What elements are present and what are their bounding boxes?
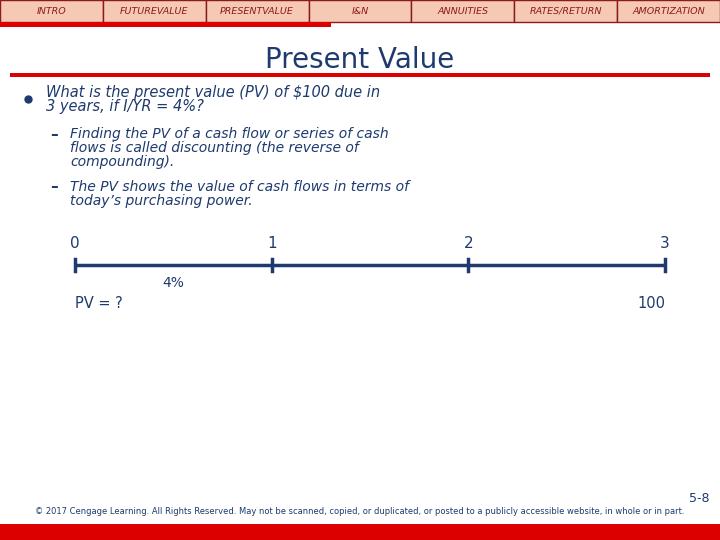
Bar — [411, 0, 514, 22]
Text: 3: 3 — [660, 235, 670, 251]
Text: RATES/RETURN: RATES/RETURN — [529, 6, 602, 16]
Bar — [206, 0, 309, 22]
Text: What is the present value (PV) of $100 due in: What is the present value (PV) of $100 d… — [46, 84, 380, 99]
Bar — [0, 524, 720, 540]
Text: 0: 0 — [70, 235, 80, 251]
Bar — [103, 0, 206, 22]
Bar — [617, 0, 720, 22]
Text: 2: 2 — [464, 235, 473, 251]
Text: I&N: I&N — [351, 6, 369, 16]
Text: The PV shows the value of cash flows in terms of: The PV shows the value of cash flows in … — [70, 180, 409, 194]
Text: 1: 1 — [267, 235, 276, 251]
Text: 4%: 4% — [163, 276, 184, 290]
Text: INTRO: INTRO — [37, 6, 66, 16]
Text: PRESENTVALUE: PRESENTVALUE — [220, 6, 294, 16]
Text: Present Value: Present Value — [266, 46, 454, 74]
Text: ANNUITIES: ANNUITIES — [437, 6, 488, 16]
Text: compounding).: compounding). — [70, 155, 174, 169]
Bar — [0, 0, 103, 22]
Text: Finding the PV of a cash flow or series of cash: Finding the PV of a cash flow or series … — [70, 127, 389, 141]
Text: FUTUREVALUE: FUTUREVALUE — [120, 6, 189, 16]
Text: 100: 100 — [637, 295, 665, 310]
Text: flows is called discounting (the reverse of: flows is called discounting (the reverse… — [70, 141, 359, 155]
Text: today’s purchasing power.: today’s purchasing power. — [70, 194, 253, 208]
Text: PV = ?: PV = ? — [75, 295, 122, 310]
Text: 3 years, if I/YR = 4%?: 3 years, if I/YR = 4%? — [46, 99, 204, 114]
Bar — [10, 73, 710, 77]
Text: AMORTIZATION: AMORTIZATION — [632, 6, 705, 16]
Bar — [309, 0, 411, 22]
Bar — [514, 0, 617, 22]
Text: –: – — [50, 126, 58, 141]
Text: –: – — [50, 179, 58, 194]
Bar — [0, 22, 331, 27]
Text: 5-8: 5-8 — [690, 491, 710, 504]
Text: © 2017 Cengage Learning. All Rights Reserved. May not be scanned, copied, or dup: © 2017 Cengage Learning. All Rights Rese… — [35, 508, 685, 516]
